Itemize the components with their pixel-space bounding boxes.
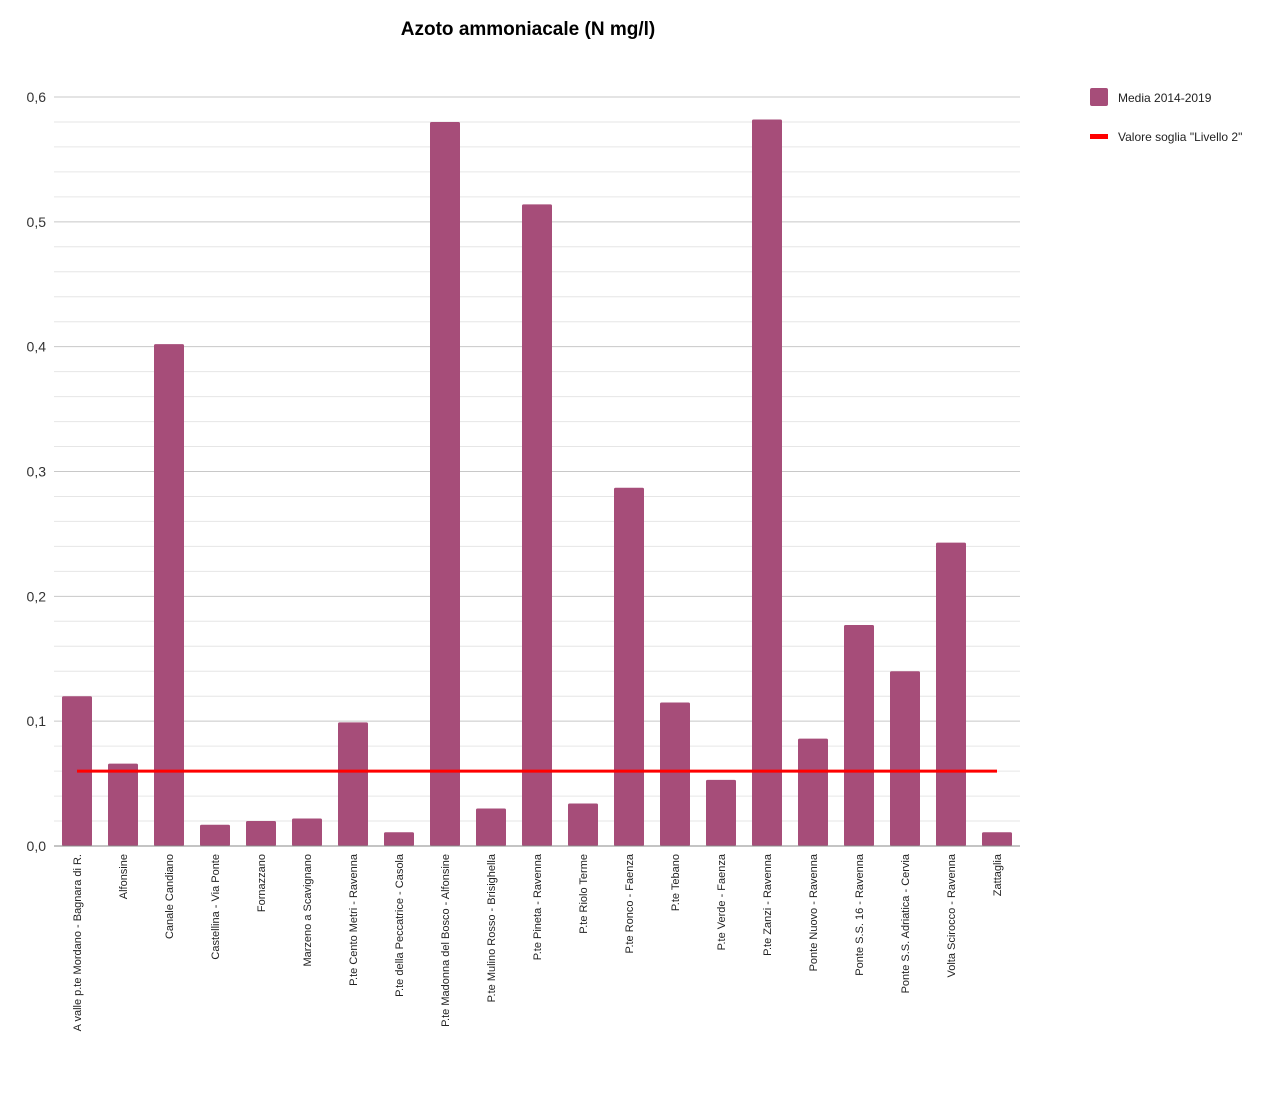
- x-tick-label: P.te Madonna del Bosco - Alfonsine: [440, 854, 452, 1027]
- bar: [154, 344, 184, 846]
- y-tick-label: 0,0: [27, 838, 47, 854]
- x-tick-label: Ponte Nuovo - Ravenna: [808, 853, 820, 971]
- y-tick-label: 0,1: [27, 713, 47, 729]
- x-tick-label: P.te Cento Metri - Ravenna: [348, 853, 360, 986]
- x-tick-label: Fornazzano: [256, 854, 268, 912]
- bar: [292, 818, 322, 846]
- y-tick-label: 0,4: [27, 339, 47, 355]
- y-tick-label: 0,3: [27, 464, 47, 480]
- x-tick-label: Ponte S.S. Adriatica - Cervia: [900, 853, 912, 993]
- x-tick-label: Canale Candiano: [164, 854, 176, 939]
- x-tick-label: A valle p.te Mordano - Bagnara di R.: [72, 854, 84, 1031]
- bar: [384, 832, 414, 846]
- x-tick-label: P.te Tebano: [670, 854, 682, 911]
- x-tick-label: P.te Pineta - Ravenna: [532, 853, 544, 960]
- y-tick-label: 0,2: [27, 588, 47, 604]
- bar: [338, 722, 368, 846]
- bar: [108, 763, 138, 846]
- legend-label-bar: Media 2014-2019: [1118, 91, 1212, 105]
- bar: [200, 824, 230, 846]
- bar: [890, 671, 920, 846]
- y-tick-label: 0,5: [27, 214, 47, 230]
- bar: [706, 779, 736, 846]
- y-tick-label: 0,6: [27, 89, 47, 105]
- bar: [568, 803, 598, 846]
- x-tick-label: P.te Riolo Terme: [578, 854, 590, 934]
- legend-swatch-bar: [1090, 88, 1108, 106]
- bar: [660, 702, 690, 846]
- y-axis-tick-labels: 0,0 0,1 0,2 0,3 0,4 0,5 0,6: [27, 89, 47, 854]
- bar: [522, 204, 552, 846]
- x-tick-label: Zattaglia: [992, 853, 1004, 896]
- x-tick-label: P.te Verde - Faenza: [716, 853, 728, 950]
- bar: [614, 487, 644, 846]
- x-tick-label: Marzeno a Scavignano: [302, 854, 314, 967]
- x-tick-label: Alfonsine: [118, 854, 130, 899]
- x-tick-label: Castellina - Via Ponte: [210, 854, 222, 960]
- bar: [798, 738, 828, 846]
- x-axis-category-labels: A valle p.te Mordano - Bagnara di R. Alfo…: [72, 853, 1004, 1031]
- bar: [476, 808, 506, 846]
- bar: [430, 121, 460, 846]
- bar: [246, 821, 276, 846]
- bar: [982, 832, 1012, 846]
- x-tick-label: P.te della Peccatrice - Casola: [394, 853, 406, 997]
- legend-label-line: Valore soglia "Livello 2": [1118, 130, 1242, 144]
- legend: Media 2014-2019 Valore soglia "Livello 2": [1090, 88, 1242, 144]
- x-tick-label: P.te Ronco - Faenza: [624, 853, 636, 953]
- bar: [936, 542, 966, 846]
- x-tick-label: Ponte S.S. 16 - Ravenna: [854, 853, 866, 976]
- bar: [844, 625, 874, 846]
- x-tick-label: P.te Mulino Rosso - Brisighella: [486, 853, 498, 1002]
- legend-swatch-line: [1090, 134, 1108, 139]
- bar: [752, 119, 782, 847]
- x-tick-label: Volta Scirocco - Ravenna: [946, 853, 958, 977]
- chart-title: Azoto ammoniacale (N mg/l): [401, 19, 655, 40]
- x-tick-label: P.te Zanzi - Ravenna: [762, 853, 774, 956]
- bar-series: [62, 119, 1012, 847]
